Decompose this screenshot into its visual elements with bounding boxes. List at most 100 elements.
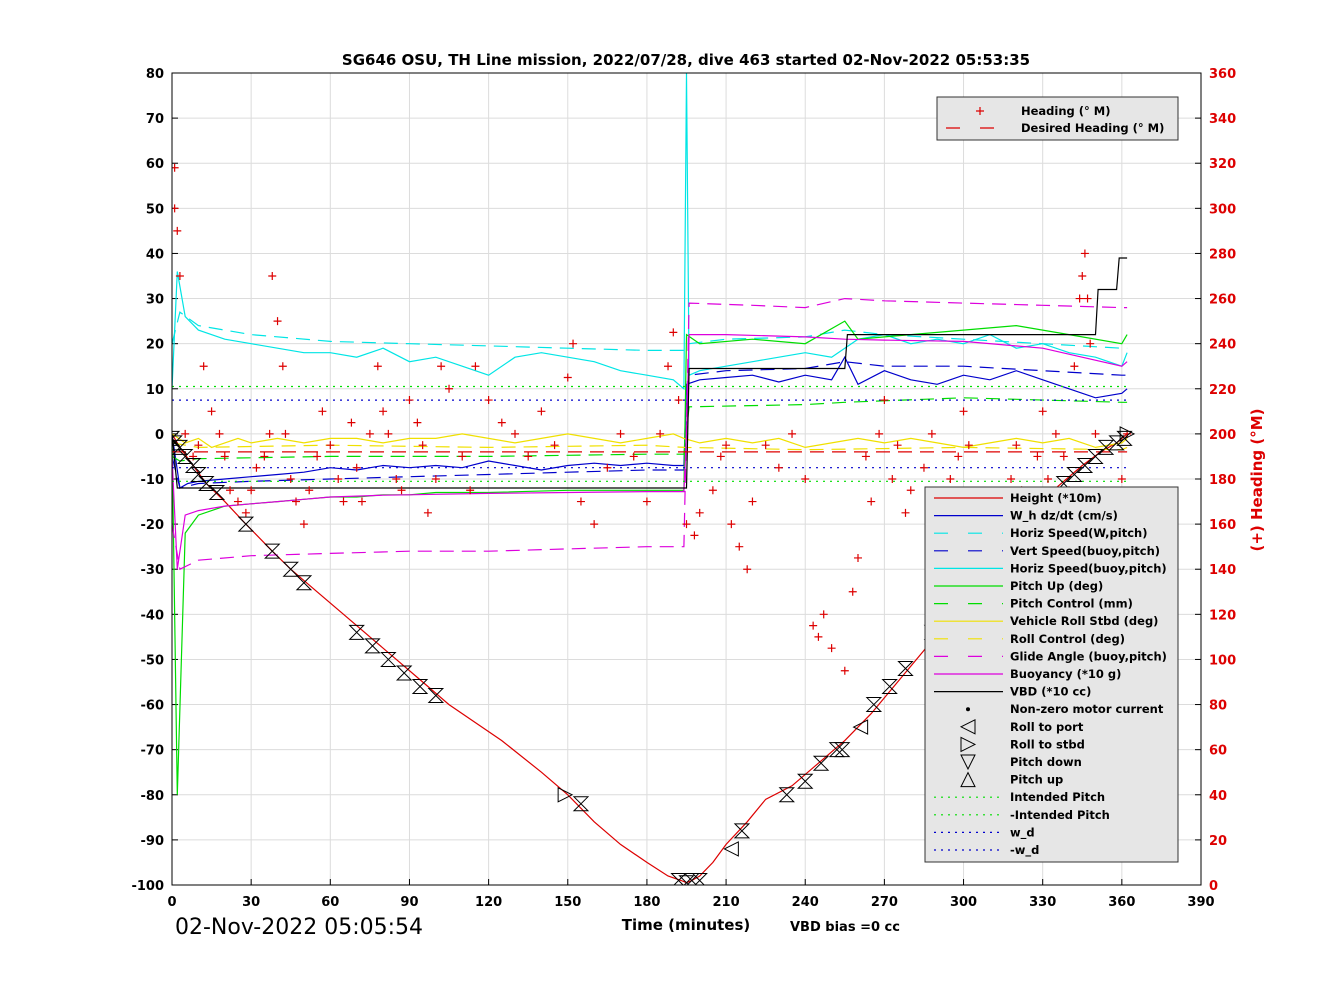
- heading-point: [292, 497, 301, 506]
- y-tick-label: -10: [141, 473, 165, 488]
- roll-port-marker: [852, 719, 869, 735]
- y-tick-label: 20: [146, 338, 164, 353]
- y-tick-label: -20: [141, 518, 165, 533]
- heading-point: [727, 520, 736, 529]
- pitch-marker: [237, 516, 255, 532]
- heading-point: [656, 429, 665, 438]
- x-tick-label: 240: [792, 895, 819, 910]
- heading-point: [888, 475, 897, 483]
- y-right-tick-label: 160: [1209, 518, 1236, 533]
- pitch-marker: [172, 435, 183, 451]
- heading-point: [682, 520, 691, 529]
- pitch-marker: [264, 543, 281, 559]
- heading-point: [226, 486, 235, 495]
- legend-main-label: w_d: [1010, 825, 1035, 840]
- y-right-tick-label: 100: [1209, 653, 1236, 668]
- pitch-marker: [778, 787, 795, 803]
- heading-point: [233, 497, 242, 506]
- x-tick-label: 210: [713, 895, 740, 910]
- heading-point: [875, 429, 884, 438]
- y-tick-label: -40: [141, 608, 165, 623]
- heading-point: [405, 396, 414, 405]
- y-right-tick-label: 40: [1209, 789, 1227, 804]
- heading-point: [743, 565, 752, 574]
- heading-point: [840, 666, 849, 675]
- legend-main-label: Roll to port: [1010, 720, 1084, 734]
- heading-point: [524, 452, 533, 461]
- heading-point: [674, 396, 683, 405]
- x-tick-label: 180: [633, 895, 660, 910]
- legend-motor-dot: [966, 707, 970, 712]
- heading-point: [278, 362, 287, 371]
- y-tick-label: -70: [141, 744, 165, 759]
- heading-point: [189, 452, 198, 461]
- heading-point: [326, 441, 335, 450]
- heading-point: [616, 429, 625, 438]
- heading-point: [788, 429, 797, 438]
- legend-main-label: Roll Control (deg): [1010, 632, 1125, 646]
- y-tick-label: 80: [146, 67, 164, 82]
- series-line-2: [172, 73, 1128, 391]
- heading-point: [964, 441, 973, 450]
- y-right-tick-label: 20: [1209, 834, 1227, 849]
- y-axis-right-ticks: 3603403203002802602402202001801601401201…: [1195, 67, 1236, 894]
- heading-point: [511, 429, 519, 438]
- heading-point: [268, 272, 277, 280]
- pitch-marker: [865, 697, 883, 713]
- y-right-tick-label: 180: [1209, 473, 1236, 488]
- heading-point: [384, 429, 393, 438]
- heading-point: [880, 396, 889, 405]
- heading-point: [1012, 441, 1021, 450]
- x-tick-label: 90: [400, 895, 418, 910]
- heading-point: [286, 475, 295, 483]
- x-tick-label: 60: [321, 895, 339, 910]
- series-line-10: [172, 297, 1128, 571]
- heading-point: [175, 272, 184, 280]
- legend-main-label: Pitch down: [1010, 755, 1082, 769]
- pitch-marker: [797, 773, 814, 789]
- vbd-bias-label: VBD bias =0 cc: [790, 920, 900, 935]
- heading-point: [392, 475, 401, 483]
- heading-point: [801, 475, 810, 483]
- heading-point: [629, 452, 638, 461]
- heading-point: [172, 204, 179, 213]
- pitch-marker: [198, 476, 215, 492]
- y-axis-right-label: (+) Heading (°M): [1248, 408, 1266, 551]
- legend-main-label: Horiz Speed(buoy,pitch): [1010, 561, 1167, 575]
- heading-point: [569, 339, 578, 348]
- heading-point: [1051, 429, 1060, 438]
- y-right-tick-label: 260: [1209, 293, 1236, 308]
- heading-point: [590, 520, 599, 529]
- y-right-tick-label: 140: [1209, 563, 1236, 578]
- heading-point: [265, 429, 274, 438]
- heading-point: [1059, 452, 1068, 461]
- heading-point: [220, 452, 229, 461]
- x-tick-label: 300: [950, 895, 977, 910]
- heading-point: [1043, 475, 1052, 483]
- y-right-tick-label: 320: [1209, 157, 1236, 172]
- pitch-marker: [348, 624, 365, 640]
- heading-point: [173, 226, 182, 235]
- heading-point: [334, 475, 343, 483]
- y-tick-label: 50: [146, 202, 164, 217]
- heading-point: [901, 508, 910, 517]
- y-tick-label: 30: [146, 293, 164, 308]
- roll-port-marker: [723, 841, 739, 857]
- x-tick-label: 30: [242, 895, 260, 910]
- heading-point: [431, 475, 440, 483]
- legend-main-label: Pitch Control (mm): [1010, 597, 1133, 611]
- heading-point: [1080, 249, 1089, 258]
- y-right-tick-label: 120: [1209, 608, 1236, 623]
- legend-roll-stbd-marker: [960, 736, 977, 753]
- heading-point: [893, 441, 902, 450]
- pitch-marker: [1066, 466, 1083, 482]
- plot-frame: [171, 72, 1202, 886]
- heading-point: [313, 452, 322, 461]
- heading-point: [458, 452, 467, 461]
- heading-point: [252, 463, 261, 472]
- heading-point: [194, 441, 203, 450]
- series-line-12: [172, 257, 1128, 489]
- series-line-9: [172, 442, 1128, 451]
- y-right-tick-label: 220: [1209, 383, 1236, 398]
